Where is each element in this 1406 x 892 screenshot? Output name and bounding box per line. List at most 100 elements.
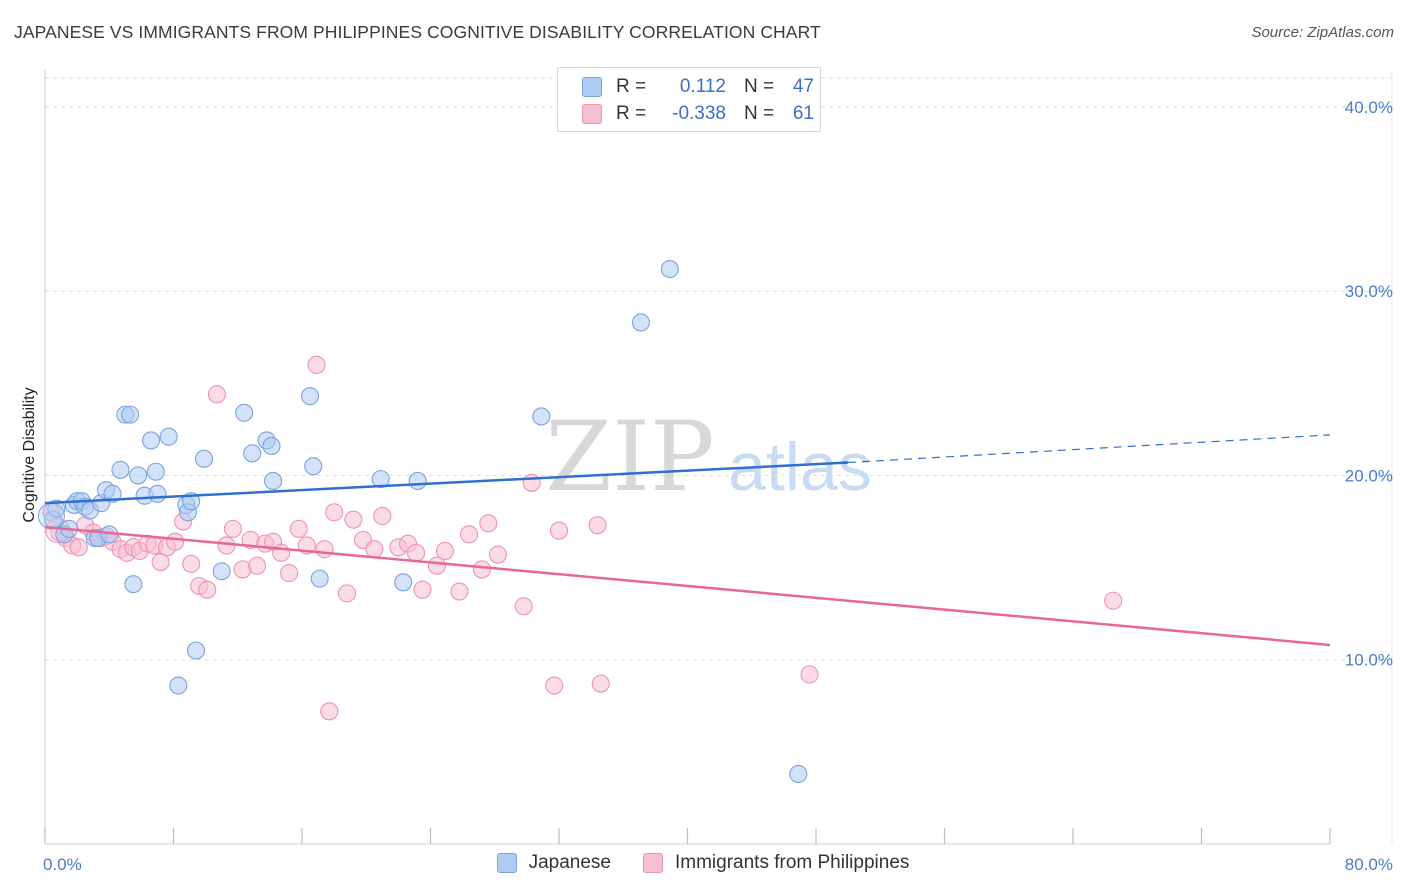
- philippines-point: [182, 554, 201, 573]
- legend-row-philippines: R = -0.338 N = 61: [582, 101, 814, 127]
- philippines-point: [272, 543, 291, 562]
- japanese-point: [194, 449, 214, 468]
- japanese-point: [408, 471, 427, 491]
- japanese-point: [235, 403, 254, 422]
- legend-swatch-japanese: [496, 853, 517, 873]
- philippines-point: [435, 541, 455, 561]
- japanese-point: [532, 407, 551, 426]
- philippines-point: [514, 597, 533, 616]
- watermark: ZIP atlas: [545, 401, 871, 513]
- philippines-point: [588, 516, 607, 535]
- y-tick-label: 30.0%: [1345, 282, 1393, 301]
- legend-swatch-japanese: [582, 77, 602, 97]
- japanese-point: [146, 462, 165, 481]
- philippines-point: [337, 584, 357, 603]
- philippines-point: [320, 702, 339, 721]
- philippines-point: [545, 676, 564, 695]
- philippines-point: [69, 538, 88, 557]
- watermark-zip: ZIP: [545, 401, 714, 513]
- philippines-point: [166, 532, 185, 551]
- legend-item-japanese[interactable]: Japanese: [496, 852, 611, 874]
- japanese-point: [121, 405, 140, 424]
- japanese-trend-line: [44, 461, 849, 505]
- japanese-point: [394, 573, 413, 592]
- philippines-point: [450, 582, 469, 601]
- source-label: Source: ZipAtlas.com: [1251, 24, 1394, 41]
- japanese-point: [789, 764, 808, 784]
- philippines-point: [549, 521, 569, 540]
- philippines-point: [413, 580, 432, 599]
- japanese-point: [169, 676, 188, 695]
- philippines-point: [459, 525, 479, 544]
- correlation-legend: R = 0.112 N = 47 R = -0.338 N = 61: [557, 67, 821, 132]
- legend-n-value: 47: [792, 76, 814, 97]
- philippines-point: [479, 514, 498, 533]
- japanese-point: [243, 444, 262, 463]
- legend-n-value: 61: [792, 103, 814, 124]
- japanese-point: [186, 641, 206, 660]
- legend-n-label: N =: [744, 103, 775, 124]
- y-tick-label: 10.0%: [1345, 651, 1393, 670]
- chart-title: JAPANESE VS IMMIGRANTS FROM PHILIPPINES …: [14, 22, 821, 42]
- japanese-point: [262, 436, 281, 455]
- legend-row-japanese: R = 0.112 N = 47: [582, 74, 814, 100]
- philippines-point: [198, 580, 217, 599]
- legend-swatch-philippines: [642, 853, 663, 873]
- series-legend: Japanese Immigrants from Philippines: [0, 852, 1406, 874]
- philippines-point: [488, 545, 508, 564]
- japanese-point: [47, 499, 66, 518]
- japanese-point: [129, 466, 148, 485]
- legend-item-philippines[interactable]: Immigrants from Philippines: [642, 852, 910, 874]
- philippines-point: [247, 556, 267, 575]
- japanese-point: [264, 471, 283, 491]
- japanese-trend-extension: [848, 434, 1331, 464]
- japanese-point: [371, 470, 390, 489]
- japanese-point: [212, 562, 231, 581]
- legend-swatch-philippines: [582, 104, 602, 124]
- legend-r-value: 0.112: [679, 76, 726, 97]
- philippines-point: [325, 503, 344, 522]
- japanese-point: [141, 431, 161, 450]
- japanese-point: [310, 569, 329, 588]
- series-japanese-points: [37, 259, 808, 784]
- philippines-point: [207, 385, 226, 404]
- philippines-point: [472, 560, 491, 579]
- philippines-point: [373, 506, 392, 526]
- y-tick-label: 20.0%: [1345, 466, 1393, 485]
- tick-labels: 10.0% 20.0% 30.0% 40.0% 0.0% 80.0%: [43, 98, 1393, 874]
- japanese-point: [148, 484, 167, 503]
- japanese-point: [300, 387, 320, 406]
- philippines-point: [223, 519, 242, 538]
- legend-r-label: R =: [616, 76, 647, 97]
- philippines-point: [289, 519, 308, 538]
- japanese-point: [37, 502, 65, 530]
- philippines-point: [307, 355, 326, 374]
- philippines-point: [522, 473, 541, 492]
- japanese-point: [159, 427, 178, 446]
- japanese-point: [660, 259, 679, 279]
- legend-n-label: N =: [744, 76, 775, 97]
- japanese-point: [111, 460, 130, 479]
- y-tick-label: 40.0%: [1345, 98, 1393, 117]
- axes: [44, 70, 1393, 845]
- philippines-point: [344, 510, 363, 529]
- legend-r-label: R =: [616, 103, 647, 124]
- philippines-point: [591, 674, 610, 693]
- philippines-point: [315, 540, 334, 559]
- japanese-point: [631, 313, 650, 332]
- philippines-point: [406, 543, 426, 562]
- japanese-point: [103, 484, 122, 503]
- philippines-point: [800, 665, 819, 684]
- legend-label-philippines: Immigrants from Philippines: [674, 852, 910, 873]
- trend-lines: [44, 434, 1331, 647]
- legend-label-japanese: Japanese: [528, 852, 611, 873]
- x-tick-label-max: 80.0%: [1345, 855, 1393, 874]
- philippines-trend-line: [44, 525, 1331, 647]
- y-axis-label: Cognitive Disability: [21, 387, 38, 522]
- philippines-point: [1104, 591, 1123, 610]
- philippines-point: [280, 564, 299, 583]
- philippines-point: [365, 540, 384, 559]
- x-tick-label-min: 0.0%: [43, 855, 82, 874]
- japanese-point: [304, 457, 323, 476]
